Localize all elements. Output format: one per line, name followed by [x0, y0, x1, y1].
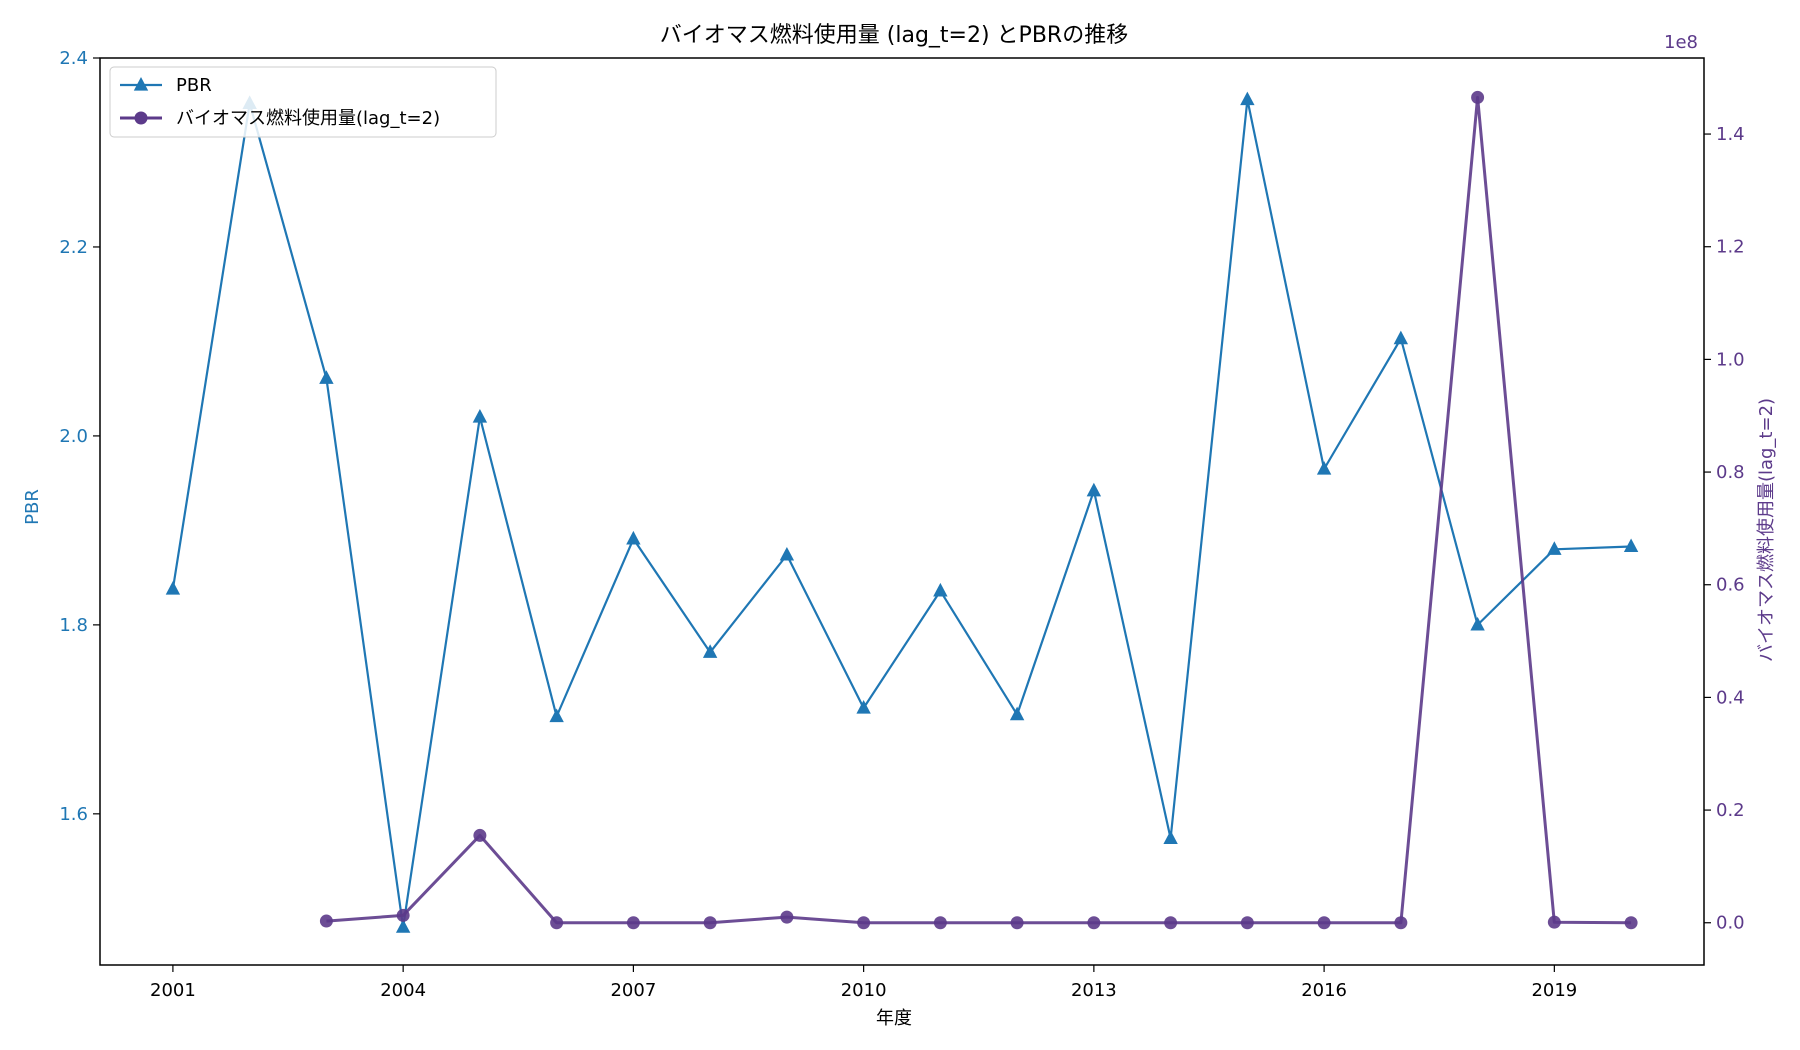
y-left-tick-label: 2.0	[59, 426, 88, 447]
legend-label: バイオマス燃料使用量(lag_t=2)	[176, 108, 440, 129]
y-left-tick-label: 2.2	[59, 237, 88, 258]
y-right-tick-label: 0.2	[1716, 800, 1745, 821]
x-tick-label: 2016	[1301, 980, 1347, 1001]
legend: PBR バイオマス燃料使用量(lag_t=2)	[109, 66, 497, 138]
x-tick-label: 2010	[841, 980, 887, 1001]
plot-area	[99, 57, 1705, 966]
x-tick-label: 2013	[1071, 980, 1117, 1001]
biomass-point	[626, 916, 640, 930]
biomass-point	[1317, 916, 1331, 930]
pbr-point	[319, 370, 334, 384]
legend-marker-triangle	[133, 77, 149, 91]
y-right-tick-label: 1.4	[1716, 124, 1745, 145]
y-right-tick-label: 1.2	[1716, 237, 1745, 258]
pbr-point	[1393, 330, 1409, 345]
pbr-point	[1470, 616, 1485, 631]
pbr-point	[856, 700, 871, 714]
biomass-point	[1394, 916, 1408, 930]
biomass-point	[1471, 90, 1485, 104]
y-axis-right-title: バイオマス燃料使用量(lag_t=2)	[1756, 398, 1777, 662]
pbr-point	[933, 582, 948, 597]
pbr-point	[1623, 538, 1639, 553]
pbr-point	[1547, 541, 1562, 555]
chart-title: バイオマス燃料使用量 (lag_t=2) とPBRの推移	[660, 23, 1128, 48]
biomass-point	[1164, 916, 1178, 930]
legend-marker-circle	[134, 111, 148, 125]
y-right-tick-label: 0.0	[1716, 913, 1745, 934]
x-axis: 2001 2004 2007 2010 2013 2016 2019	[150, 965, 1577, 1001]
y-axis-left-title: PBR	[22, 489, 43, 525]
biomass-point	[1087, 916, 1101, 930]
biomass-point	[396, 908, 410, 922]
y-right-tick-label: 0.6	[1716, 575, 1745, 596]
biomass-point	[933, 916, 947, 930]
series-line-pbr	[171, 98, 1632, 929]
legend-label: PBR	[176, 75, 212, 96]
pbr-point	[395, 919, 411, 933]
pbr-point	[1163, 830, 1178, 844]
y-right-tick-label: 0.4	[1716, 687, 1745, 708]
y-left-tick-label: 2.4	[59, 48, 88, 69]
y-left-tick-label: 1.6	[59, 804, 88, 825]
biomass-point	[857, 916, 871, 930]
series-layer	[165, 90, 1639, 933]
biomass-point	[1547, 915, 1561, 929]
pbr-point	[1086, 482, 1102, 497]
pbr-point	[1240, 91, 1255, 106]
biomass-point	[1010, 916, 1024, 930]
pbr-point	[165, 580, 181, 595]
x-axis-title: 年度	[876, 1008, 912, 1029]
biomass-point	[473, 828, 487, 842]
biomass-point	[319, 914, 333, 928]
plot-frame	[99, 57, 1705, 966]
pbr-point	[626, 530, 641, 545]
series-line-biomass	[326, 95, 1632, 925]
y-left-tick-label: 1.8	[59, 615, 88, 636]
y-axis-right: 0.0 0.2 0.4 0.6 0.8 1.0 1.2 1.4	[1704, 124, 1745, 934]
y-right-tick-label: 1.0	[1716, 349, 1745, 370]
x-tick-label: 2007	[610, 980, 656, 1001]
pbr-point	[702, 644, 718, 658]
y-axis-right-offset-text: 1e8	[1664, 32, 1698, 53]
pbr-point	[1009, 706, 1025, 721]
legend-box	[109, 66, 497, 138]
pbr-point	[472, 409, 488, 423]
biomass-point	[780, 910, 794, 924]
x-tick-label: 2019	[1531, 980, 1577, 1001]
biomass-point	[1624, 916, 1638, 930]
pbr-point	[779, 546, 795, 561]
x-tick-label: 2004	[380, 980, 426, 1001]
pbr-point	[549, 708, 564, 723]
biomass-point	[550, 916, 564, 930]
pbr-point	[1316, 460, 1332, 475]
y-axis-left: 1.6 1.8 2.0 2.2 2.4	[59, 48, 100, 825]
y-right-tick-label: 0.8	[1716, 462, 1745, 483]
x-tick-label: 2001	[150, 980, 196, 1001]
biomass-point	[1240, 916, 1254, 930]
biomass-point	[703, 916, 717, 930]
